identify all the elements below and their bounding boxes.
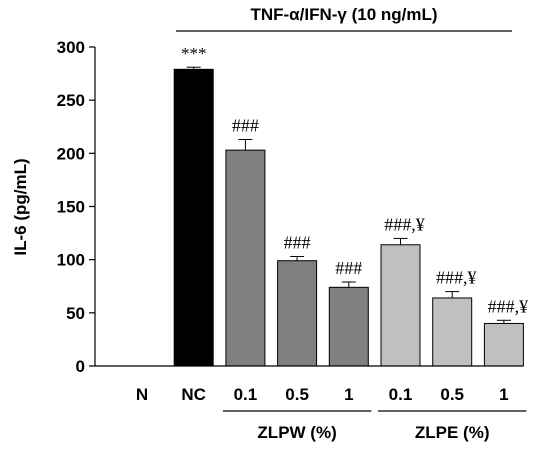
y-tick-label: 50 <box>66 304 85 323</box>
y-axis-label: IL-6 (pg/mL) <box>11 158 30 255</box>
bar <box>225 149 266 367</box>
x-category-label: 0.1 <box>389 385 413 404</box>
x-category-label: 0.5 <box>440 385 464 404</box>
bar <box>432 297 473 367</box>
significance-label: ### <box>284 232 311 252</box>
axes-layer: 0 50 100 150 200 250 300 N NC 0.1 0.5 1 0.1 0.5 1 ZLPW … <box>57 38 527 442</box>
bar <box>173 68 214 367</box>
y-tick-label: 0 <box>76 357 85 376</box>
x-category-label: 0.1 <box>234 385 258 404</box>
x-category-label: NC <box>181 385 206 404</box>
bar <box>328 286 369 367</box>
bar <box>380 244 421 367</box>
group-label: ZLPE (%) <box>415 423 490 442</box>
bars-layer: *** ### ### ### ###,¥ ###,¥ ###,¥ <box>173 44 529 367</box>
x-category-label: 1 <box>344 385 353 404</box>
y-tick-label: 300 <box>57 38 85 57</box>
y-tick-label: 150 <box>57 198 85 217</box>
significance-label: ### <box>335 258 362 278</box>
significance-label: ###,¥ <box>488 296 529 316</box>
x-category-label: N <box>136 385 148 404</box>
bar <box>277 260 318 367</box>
group-label: ZLPW (%) <box>257 423 336 442</box>
x-category-label: 0.5 <box>285 385 309 404</box>
bar <box>483 322 524 367</box>
significance-label: ### <box>232 116 259 136</box>
significance-label: ###,¥ <box>436 268 477 288</box>
chart-title: TNF-α/IFN-γ (10 ng/mL) <box>250 5 437 24</box>
y-tick-label: 250 <box>57 91 85 110</box>
significance-label: *** <box>181 44 207 63</box>
y-tick-label: 100 <box>57 251 85 270</box>
significance-label: ###,¥ <box>384 214 425 234</box>
y-tick-label: 200 <box>57 144 85 163</box>
x-category-label: 1 <box>499 385 508 404</box>
